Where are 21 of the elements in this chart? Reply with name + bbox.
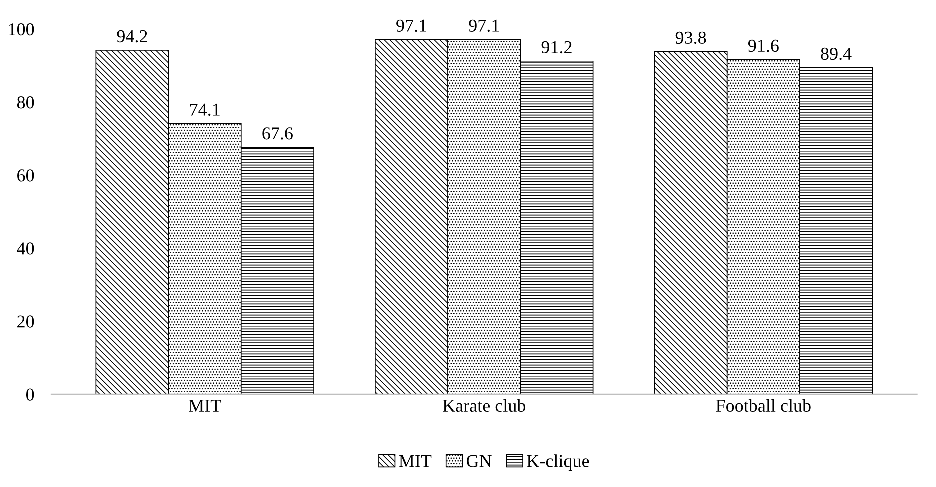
y-tick-label: 60: [18, 170, 34, 182]
y-tick-label: 0: [26, 388, 34, 401]
y-tick-label: 80: [17, 96, 34, 109]
y-tick-label: 100: [9, 23, 34, 36]
legend-label: K-clique: [527, 454, 590, 472]
legend-label: MIT: [399, 455, 432, 468]
data-label: 89.4: [821, 48, 852, 60]
y-tick-label: 40: [17, 242, 34, 255]
legend-label: GN: [466, 455, 492, 468]
y-tick-label: 20: [18, 316, 34, 328]
data-label: 93.8: [676, 32, 706, 44]
x-tick-label: MIT: [189, 400, 222, 412]
data-label: 91.6: [748, 40, 779, 52]
x-tick-label: Football club: [716, 399, 811, 412]
data-label: 94.2: [117, 30, 148, 43]
x-tick-label: Karate club: [443, 399, 526, 412]
data-label: 97.1: [469, 20, 500, 32]
data-label: 97.1: [396, 20, 426, 32]
data-label: 74.1: [190, 104, 220, 116]
data-label: 67.6: [262, 128, 293, 140]
data-label: 91.2: [542, 41, 572, 54]
